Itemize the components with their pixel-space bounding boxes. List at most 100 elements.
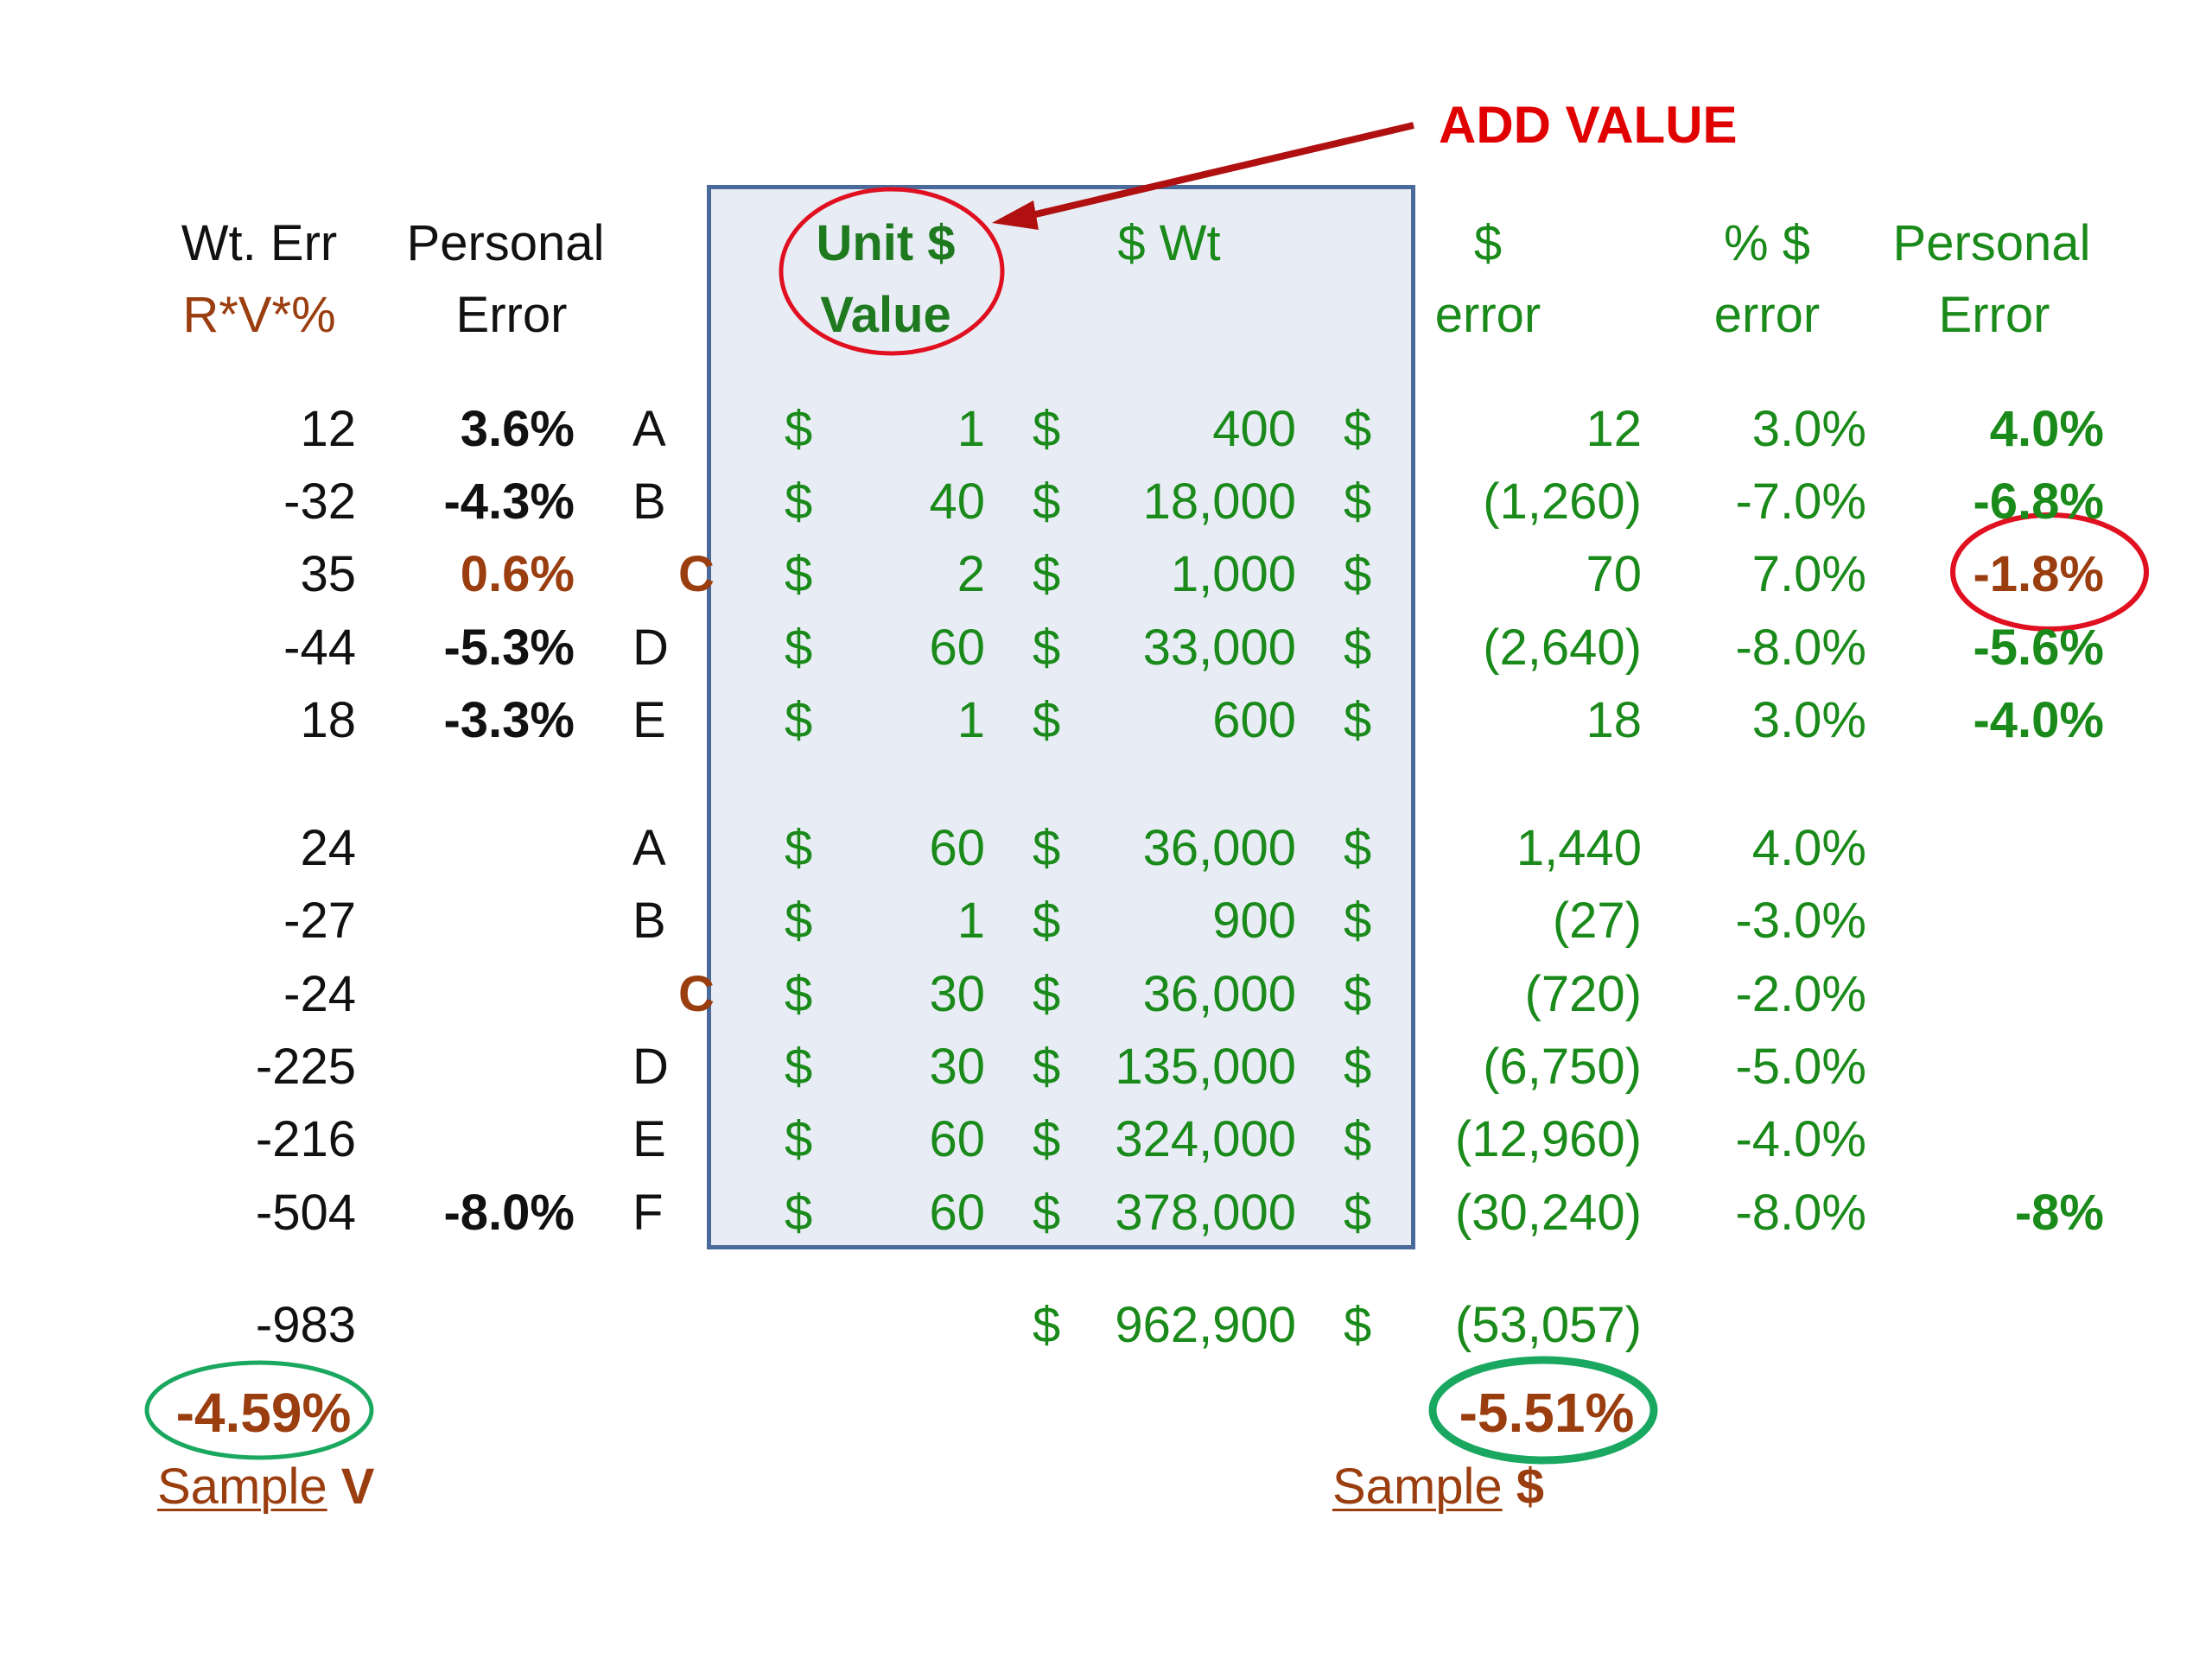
- pct-error-cell: -5.0%: [1735, 1039, 1866, 1095]
- pct-error-cell: -3.0%: [1735, 893, 1866, 949]
- wt-dollar-sign: $: [1033, 1039, 1061, 1095]
- unit-value-cell: 60: [929, 1185, 985, 1241]
- pct-error-cell: -7.0%: [1735, 474, 1866, 530]
- unit-dollar-sign: $: [785, 474, 813, 530]
- sample-dollar-circle: [1428, 1356, 1658, 1465]
- dollar-wt-cell: 18,000: [1142, 474, 1296, 530]
- row-label: F: [632, 1185, 664, 1241]
- row-label: C: [678, 546, 715, 602]
- wt-dollar-sign: $: [1033, 1111, 1061, 1167]
- wt-err-cell: 24: [300, 820, 356, 876]
- row-label: D: [632, 620, 669, 676]
- sample-dollar-value: -5.51%: [1459, 1382, 1635, 1444]
- dollar-error-cell: (720): [1524, 966, 1642, 1022]
- personal-error-c-circle: [1950, 512, 2149, 632]
- total-wt: 962,900: [1115, 1297, 1296, 1353]
- wt-err-cell: 12: [300, 401, 356, 457]
- dollar-wt-cell: 600: [1212, 692, 1296, 748]
- row-label: A: [632, 820, 666, 876]
- header-wt-err: Wt. Err: [181, 215, 338, 271]
- callout-arrow-head: [992, 200, 1039, 230]
- personal-error-right-cell: -8%: [2014, 1185, 2104, 1241]
- header-unit-value-2: Value: [820, 287, 951, 343]
- dollar-wt-cell: 324,000: [1115, 1111, 1296, 1167]
- wt-err-cell: -216: [255, 1111, 356, 1167]
- wt-err-cell: -32: [283, 474, 356, 530]
- personal-error-cell: 0.6%: [460, 546, 575, 602]
- row-label: E: [632, 1111, 666, 1167]
- dollar-wt-cell: 36,000: [1142, 820, 1296, 876]
- unit-dollar-sign: $: [785, 1039, 813, 1095]
- personal-error-right-cell: -1.8%: [1973, 546, 2104, 602]
- unit-dollar-sign: $: [785, 546, 813, 602]
- err-dollar-sign: $: [1344, 620, 1372, 676]
- wt-err-cell: -504: [255, 1185, 356, 1241]
- err-dollar-sign: $: [1344, 966, 1372, 1022]
- unit-dollar-sign: $: [785, 692, 813, 748]
- sample-v-label: Sample V: [157, 1459, 375, 1515]
- wt-err-cell: 18: [300, 692, 356, 748]
- pct-error-cell: -2.0%: [1735, 966, 1866, 1022]
- wt-dollar-sign: $: [1033, 474, 1061, 530]
- sample-v-circle: [144, 1360, 374, 1460]
- total-wt-err: -983: [255, 1297, 356, 1353]
- header-personal-left: Personal: [406, 215, 605, 271]
- dollar-wt-cell: 400: [1212, 401, 1296, 457]
- dollar-error-cell: 1,440: [1516, 820, 1642, 876]
- row-label: A: [632, 401, 666, 457]
- unit-value-cell: 2: [957, 546, 985, 602]
- row-label: C: [678, 966, 715, 1022]
- wt-dollar-sign: $: [1033, 820, 1061, 876]
- unit-value-circle: [779, 187, 1005, 356]
- personal-error-right-cell: -6.8%: [1973, 474, 2104, 530]
- unit-value-cell: 40: [929, 474, 985, 530]
- unit-dollar-sign: $: [785, 820, 813, 876]
- wt-dollar-sign: $: [1033, 893, 1061, 949]
- personal-error-cell: -3.3%: [443, 692, 575, 748]
- unit-value-cell: 30: [929, 1039, 985, 1095]
- unit-dollar-sign: $: [785, 1111, 813, 1167]
- pct-error-cell: 3.0%: [1751, 692, 1866, 748]
- err-dollar-sign: $: [1344, 692, 1372, 748]
- dollar-wt-cell: 1,000: [1170, 546, 1296, 602]
- pct-error-cell: 4.0%: [1751, 820, 1866, 876]
- total-err-dollar-sign: $: [1344, 1297, 1372, 1353]
- personal-error-right-cell: -4.0%: [1973, 692, 2104, 748]
- header-personal-right-1: Personal: [1892, 215, 2091, 271]
- pct-error-cell: 7.0%: [1751, 546, 1866, 602]
- total-err: (53,057): [1454, 1297, 1642, 1353]
- dollar-wt-cell: 900: [1212, 893, 1296, 949]
- err-dollar-sign: $: [1344, 1039, 1372, 1095]
- header-rvp: R*V*%: [182, 287, 336, 343]
- err-dollar-sign: $: [1344, 820, 1372, 876]
- pct-error-cell: 3.0%: [1751, 401, 1866, 457]
- wt-err-cell: -24: [283, 966, 356, 1022]
- total-wt-dollar-sign: $: [1033, 1297, 1061, 1353]
- row-label: D: [632, 1039, 669, 1095]
- dollar-wt-cell: 36,000: [1142, 966, 1296, 1022]
- err-dollar-sign: $: [1344, 401, 1372, 457]
- wt-err-cell: -44: [283, 620, 356, 676]
- header-dollar-wt: $ Wt: [1117, 215, 1221, 271]
- unit-value-cell: 1: [957, 692, 985, 748]
- personal-error-right-cell: -5.6%: [1973, 620, 2104, 676]
- err-dollar-sign: $: [1344, 474, 1372, 530]
- callout-arrow-line: [1027, 122, 1414, 219]
- dollar-error-cell: 70: [1586, 546, 1642, 602]
- row-label: B: [632, 893, 666, 949]
- err-dollar-sign: $: [1344, 546, 1372, 602]
- unit-dollar-sign: $: [785, 893, 813, 949]
- unit-value-cell: 1: [957, 401, 985, 457]
- dollar-wt-cell: 378,000: [1115, 1185, 1296, 1241]
- dollar-wt-cell: 135,000: [1115, 1039, 1296, 1095]
- personal-error-cell: -4.3%: [443, 474, 575, 530]
- wt-dollar-sign: $: [1033, 620, 1061, 676]
- wt-err-cell: -27: [283, 893, 356, 949]
- dollar-error-cell: (27): [1552, 893, 1642, 949]
- row-label: E: [632, 692, 666, 748]
- wt-err-cell: 35: [300, 546, 356, 602]
- unit-value-cell: 60: [929, 1111, 985, 1167]
- header-dollar-error-1: $: [1473, 215, 1503, 271]
- sample-dollar-label: Sample $: [1332, 1459, 1545, 1515]
- wt-dollar-sign: $: [1033, 692, 1061, 748]
